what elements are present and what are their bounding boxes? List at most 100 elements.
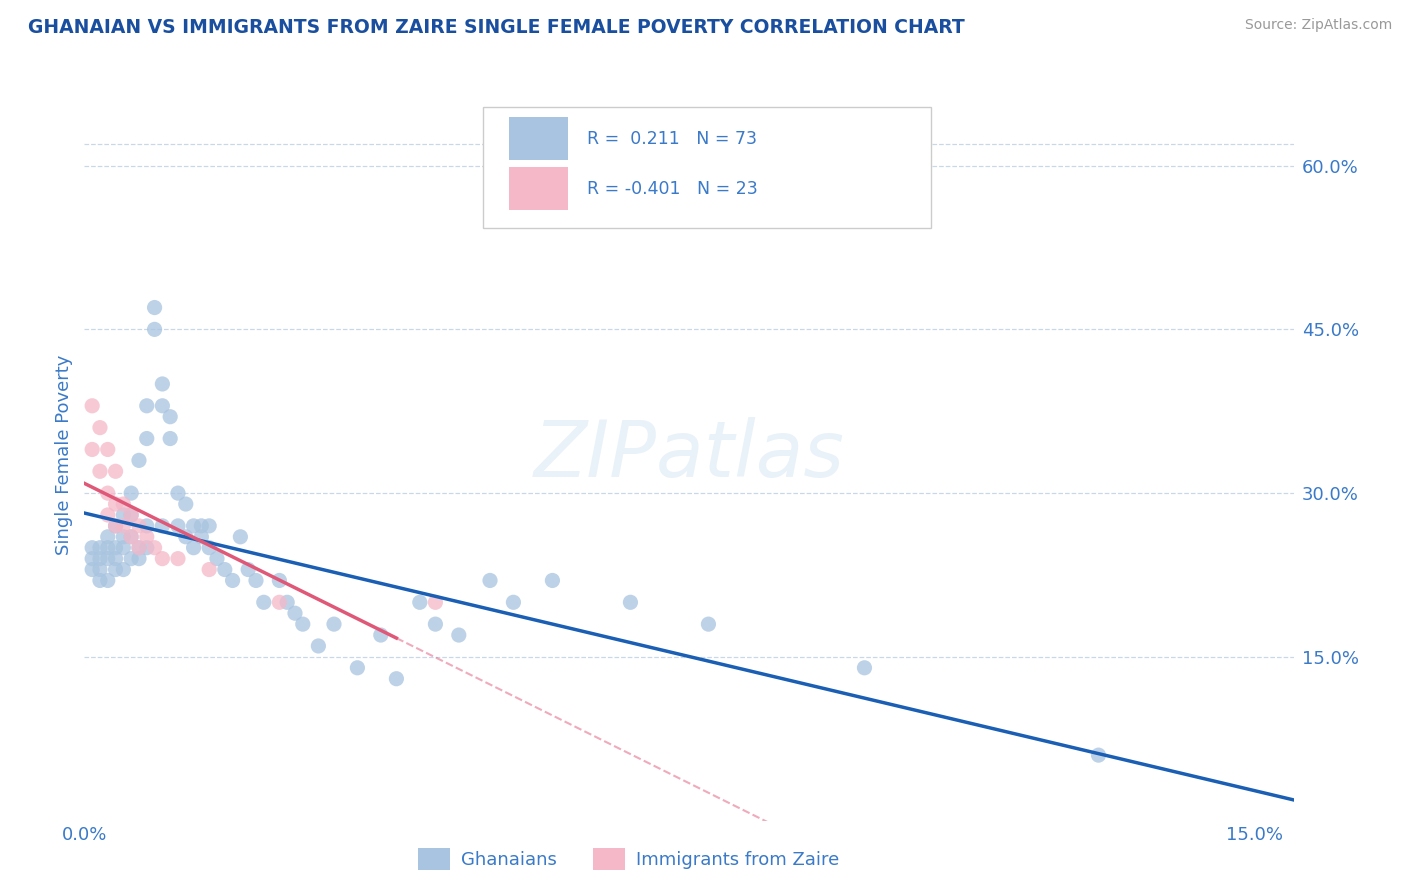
Point	[82, 442, 104, 457]
Point	[245, 574, 267, 588]
FancyBboxPatch shape	[484, 108, 931, 228]
Point	[128, 453, 150, 467]
Point	[128, 551, 150, 566]
Point	[112, 530, 135, 544]
Point	[150, 551, 173, 566]
Point	[221, 574, 243, 588]
Point	[97, 574, 120, 588]
Point	[479, 574, 502, 588]
Text: GHANAIAN VS IMMIGRANTS FROM ZAIRE SINGLE FEMALE POVERTY CORRELATION CHART: GHANAIAN VS IMMIGRANTS FROM ZAIRE SINGLE…	[28, 18, 965, 37]
Point	[82, 551, 104, 566]
Point	[120, 486, 142, 500]
Point	[167, 519, 190, 533]
Point	[183, 541, 205, 555]
FancyBboxPatch shape	[509, 167, 568, 211]
Point	[425, 595, 447, 609]
Point	[104, 541, 127, 555]
Text: R = -0.401   N = 23: R = -0.401 N = 23	[588, 179, 758, 197]
Point	[370, 628, 392, 642]
Point	[104, 519, 127, 533]
Point	[853, 661, 876, 675]
Point	[128, 541, 150, 555]
Point	[82, 563, 104, 577]
Point	[112, 563, 135, 577]
Point	[97, 486, 120, 500]
Point	[128, 519, 150, 533]
Point	[238, 563, 260, 577]
Point	[143, 541, 166, 555]
Point	[112, 508, 135, 522]
Point	[159, 432, 181, 446]
Point	[323, 617, 346, 632]
Point	[112, 541, 135, 555]
Point	[112, 519, 135, 533]
Point	[89, 574, 111, 588]
Point	[120, 508, 142, 522]
Point	[284, 606, 307, 620]
Point	[112, 497, 135, 511]
Point	[1087, 748, 1109, 763]
Point	[385, 672, 408, 686]
Y-axis label: Single Female Poverty: Single Female Poverty	[55, 355, 73, 555]
Point	[447, 628, 470, 642]
Point	[104, 551, 127, 566]
Point	[697, 617, 720, 632]
Point	[174, 497, 197, 511]
Point	[198, 519, 221, 533]
Point	[190, 519, 212, 533]
Point	[104, 497, 127, 511]
Point	[135, 530, 157, 544]
Point	[82, 541, 104, 555]
Point	[97, 551, 120, 566]
Point	[190, 530, 212, 544]
Point	[619, 595, 641, 609]
Point	[104, 563, 127, 577]
FancyBboxPatch shape	[509, 117, 568, 161]
Point	[214, 563, 236, 577]
Point	[143, 322, 166, 336]
Point	[120, 508, 142, 522]
Point	[269, 595, 291, 609]
Point	[167, 551, 190, 566]
Point	[128, 541, 150, 555]
Point	[150, 399, 173, 413]
Point	[97, 442, 120, 457]
Point	[89, 551, 111, 566]
Point	[269, 574, 291, 588]
Point	[89, 420, 111, 434]
Point	[307, 639, 329, 653]
Point	[541, 574, 564, 588]
Point	[174, 530, 197, 544]
Point	[120, 530, 142, 544]
Point	[135, 541, 157, 555]
Point	[89, 541, 111, 555]
Point	[253, 595, 276, 609]
Point	[89, 563, 111, 577]
Point	[183, 519, 205, 533]
Point	[104, 519, 127, 533]
Point	[425, 617, 447, 632]
Point	[135, 399, 157, 413]
Point	[167, 486, 190, 500]
Point	[97, 508, 120, 522]
Point	[120, 530, 142, 544]
Point	[502, 595, 524, 609]
Point	[205, 551, 228, 566]
Point	[143, 301, 166, 315]
Text: ZIPatlas: ZIPatlas	[533, 417, 845, 493]
Point	[97, 541, 120, 555]
Point	[346, 661, 368, 675]
Point	[150, 376, 173, 391]
Point	[104, 464, 127, 478]
Point	[291, 617, 314, 632]
Point	[198, 563, 221, 577]
Legend: Ghanaians, Immigrants from Zaire: Ghanaians, Immigrants from Zaire	[411, 841, 846, 878]
Point	[198, 541, 221, 555]
Point	[82, 399, 104, 413]
Point	[150, 519, 173, 533]
Point	[135, 519, 157, 533]
Point	[276, 595, 298, 609]
Point	[120, 551, 142, 566]
Text: R =  0.211   N = 73: R = 0.211 N = 73	[588, 129, 758, 148]
Point	[229, 530, 252, 544]
